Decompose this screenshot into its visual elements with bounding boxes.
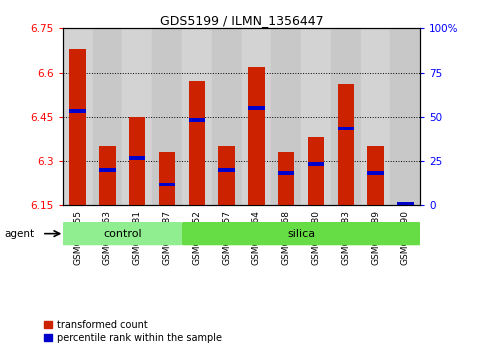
Bar [218,146,235,205]
Bar [248,106,265,110]
Bar [129,156,145,160]
Bar [63,28,93,205]
Bar [70,49,86,205]
Bar [182,28,212,205]
Bar [331,28,361,205]
Title: GDS5199 / ILMN_1356447: GDS5199 / ILMN_1356447 [160,14,323,27]
Bar [308,137,324,205]
Bar [308,162,324,166]
Bar [129,117,145,205]
FancyBboxPatch shape [182,222,420,245]
Bar [368,171,384,175]
Bar [397,202,413,206]
Bar [99,146,115,205]
Bar [338,127,354,130]
FancyBboxPatch shape [63,222,182,245]
Bar [361,28,390,205]
Bar [152,28,182,205]
Bar [390,28,420,205]
Bar [99,168,115,172]
Bar [242,28,271,205]
Bar [70,109,86,113]
Bar [218,168,235,172]
Bar [93,28,122,205]
Bar [212,28,242,205]
Bar [248,67,265,205]
Text: agent: agent [5,229,35,239]
Bar [159,152,175,205]
Bar [301,28,331,205]
Bar [397,204,413,205]
Text: control: control [103,229,142,239]
Text: silica: silica [287,229,315,239]
Bar [189,118,205,121]
Bar [189,81,205,205]
Bar [159,183,175,187]
Bar [278,152,294,205]
Legend: transformed count, percentile rank within the sample: transformed count, percentile rank withi… [43,320,222,343]
Bar [338,84,354,205]
Bar [271,28,301,205]
Bar [278,171,294,175]
Bar [122,28,152,205]
Bar [368,146,384,205]
